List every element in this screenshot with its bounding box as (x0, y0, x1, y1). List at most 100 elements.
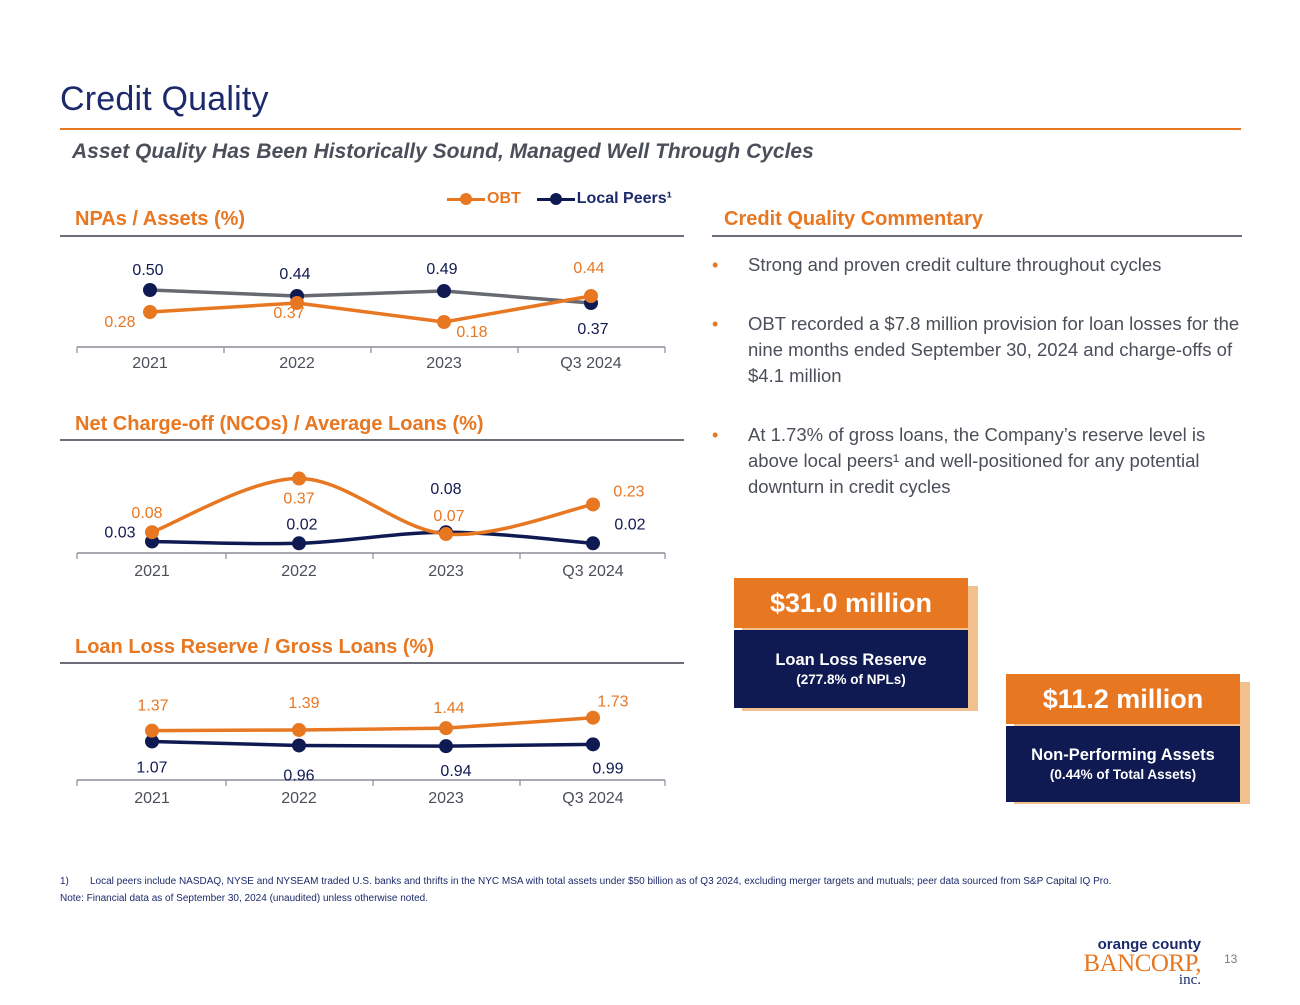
data-label-obt: 0.08 (131, 505, 162, 522)
npa-assets-chart: 2021 2022 2023 Q3 2024 0.50 0.44 0.49 0.37 0.28 0… (76, 260, 666, 372)
data-label-peers: 0.44 (279, 266, 310, 283)
data-label-obt: 0.23 (613, 483, 644, 500)
x-tick-label: Q3 2024 (562, 563, 623, 580)
commentary-bullet: • At 1.73% of gross loans, the Company’s … (712, 422, 1247, 500)
data-point-peers (143, 283, 157, 297)
data-label-peers: 0.50 (132, 262, 163, 279)
x-tick-label: 2023 (428, 563, 464, 580)
legend-swatch-obt (447, 193, 485, 205)
non-performing-assets-label: Non-Performing Assets (1031, 746, 1215, 764)
footnote-text: Local peers include NASDAQ, NYSE and NYS… (90, 876, 1112, 887)
data-point-obt (586, 497, 600, 512)
logo-line1: orange county (1097, 936, 1201, 953)
footnotes: 1) Local peers include NASDAQ, NYSE and … (60, 874, 1240, 907)
nco-chart-title: Net Charge-off (NCOs) / Average Loans (%… (75, 413, 484, 435)
commentary-title: Credit Quality Commentary (724, 208, 983, 230)
loan-loss-reserve-label: Loan Loss Reserve (775, 651, 927, 669)
x-tick-label: 2021 (134, 563, 170, 580)
non-performing-assets-card: $11.2 million Non-Performing Assets (0.4… (1006, 674, 1251, 806)
loan-loss-reserve-amount: $31.0 million (734, 578, 968, 628)
commentary-rule (712, 235, 1242, 237)
data-label-peers: 0.99 (592, 760, 623, 777)
data-point-peers (437, 284, 451, 298)
commentary-bullet: • OBT recorded a $7.8 million provision f… (712, 311, 1247, 389)
npa-chart-title: NPAs / Assets (%) (75, 208, 246, 230)
x-tick-label: 2023 (428, 790, 464, 807)
legend-label-peers: Local Peers¹ (576, 190, 672, 207)
legend-item-obt: OBT (447, 190, 521, 208)
loan-loss-reserve-sub: (277.8% of NPLs) (796, 672, 906, 687)
data-point-obt (439, 527, 453, 542)
data-label-peers: 0.02 (286, 516, 317, 533)
series-line-obt (149, 294, 592, 324)
legend-swatch-peers (536, 193, 575, 205)
series-line-peers (151, 739, 594, 748)
data-point-peers (586, 536, 600, 551)
data-label-peers: 0.02 (614, 516, 645, 533)
x-tick-label: Q3 2024 (560, 355, 621, 372)
data-label-peers: 0.37 (577, 321, 608, 338)
non-performing-assets-sub: (0.44% of Total Assets) (1049, 767, 1197, 782)
data-label-obt: 0.44 (573, 260, 604, 277)
company-logo: orange county BANCORP, inc. (1083, 936, 1203, 988)
footnote-number: 1) (60, 876, 69, 887)
data-point-peers (586, 737, 600, 752)
legend-label-obt: OBT (487, 190, 521, 207)
data-point-peers (439, 739, 453, 754)
data-label-obt: 0.37 (273, 305, 304, 322)
data-point-obt (145, 525, 159, 540)
commentary-list: • Strong and proven credit culture throug… (712, 252, 1247, 533)
x-tick-label: 2022 (281, 563, 317, 580)
data-label-peers: 1.07 (136, 759, 167, 776)
loan-loss-reserve-desc: Loan Loss Reserve (277.8% of NPLs) (734, 630, 968, 708)
logo-line2: BANCORP, (1083, 950, 1201, 977)
data-point-obt (143, 305, 157, 319)
non-performing-assets-desc: Non-Performing Assets (0.44% of Total As… (1006, 726, 1240, 802)
legend-item-peers: Local Peers¹ (536, 190, 672, 208)
data-label-obt: 0.37 (283, 491, 314, 508)
data-point-obt (292, 471, 306, 486)
non-performing-assets-amount: $11.2 million (1006, 674, 1240, 724)
data-point-obt (586, 710, 600, 725)
page-title: Credit Quality (60, 80, 269, 118)
logo-line3: inc. (1178, 972, 1201, 988)
bullet-dot-icon: • (712, 255, 719, 275)
data-point-obt (290, 296, 304, 310)
data-label-obt: 1.73 (597, 694, 628, 711)
commentary-bullet-text: Strong and proven credit culture through… (748, 254, 1162, 275)
commentary-bullet: • Strong and proven credit culture throug… (712, 252, 1247, 278)
data-label-obt: 0.28 (104, 314, 135, 331)
data-label-peers: 0.03 (104, 524, 135, 541)
title-divider (60, 128, 1241, 130)
data-label-obt: 1.44 (433, 700, 464, 717)
footnote-note: Note: Financial data as of September 30,… (60, 893, 429, 904)
data-label-obt: 1.37 (137, 698, 168, 715)
loan-loss-reserve-chart: 2021 2022 2023 Q3 2024 1.07 0.96 0.94 0.99 1.37 1… (76, 694, 666, 807)
data-label-obt: 0.07 (433, 508, 464, 525)
x-tick-label: 2023 (426, 355, 462, 372)
data-point-peers (292, 536, 306, 551)
data-label-obt: 0.18 (456, 324, 487, 341)
x-tick-label: 2021 (132, 355, 168, 372)
page-subtitle: Asset Quality Has Been Historically Soun… (72, 140, 814, 163)
x-tick-label: 2022 (279, 355, 315, 372)
x-tick-label: 2021 (134, 790, 170, 807)
series-line-obt (151, 476, 594, 537)
series-line-peers (149, 288, 592, 305)
reserve-chart-title: Loan Loss Reserve / Gross Loans (%) (75, 636, 434, 658)
data-point-peers (145, 734, 159, 749)
series-line-peers (151, 530, 594, 546)
x-tick-label: 2022 (281, 790, 317, 807)
page-number: 13 (1224, 952, 1238, 966)
nco-chart-rule (60, 439, 684, 441)
commentary-bullet-text: At 1.73% of gross loans, the Company’s r… (748, 424, 1206, 497)
loan-loss-reserve-card: $31.0 million Loan Loss Reserve (277.8% … (734, 578, 979, 713)
reserve-chart-rule (60, 662, 684, 664)
data-point-obt (145, 723, 159, 738)
series-line-obt (151, 715, 594, 733)
bullet-dot-icon: • (712, 314, 719, 334)
data-point-obt (437, 315, 451, 329)
data-point-peers (292, 738, 306, 753)
data-point-obt (439, 721, 453, 736)
chart-legend: OBT Local Peers¹ (447, 190, 672, 208)
